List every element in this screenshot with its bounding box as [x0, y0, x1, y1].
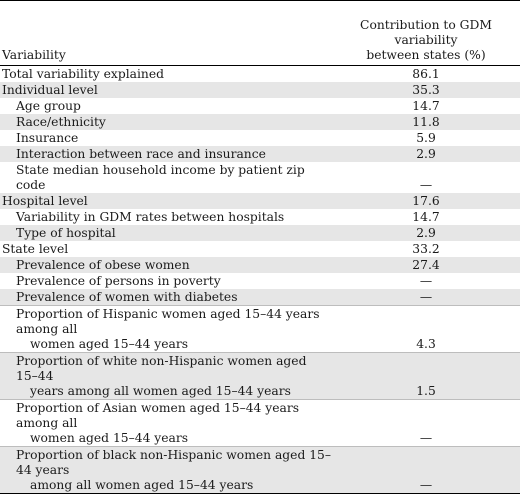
header-contribution: Contribution to GDM variability between … — [332, 1, 520, 66]
row-label-line2: years among all women aged 15–44 years — [30, 384, 291, 398]
table-row: State median household income by patient… — [0, 162, 520, 193]
row-value: 33.2 — [412, 242, 440, 256]
row-value: 2.9 — [332, 225, 520, 241]
row-label: Prevalence of women with diabetes — [0, 289, 332, 306]
table-row: Interaction between race and insurance 2.… — [0, 146, 520, 162]
table-row: Type of hospital 2.9 — [0, 225, 520, 241]
row-label: Prevalence of persons in poverty — [16, 274, 221, 288]
row-value: 27.4 — [332, 257, 520, 273]
row-label: Age group — [16, 99, 81, 113]
table-row: Variability in GDM rates between hospita… — [0, 209, 520, 225]
row-label: Type of hospital — [0, 225, 332, 241]
header-row: Variability Contribution to GDM variabil… — [0, 0, 520, 66]
table-row: Insurance 5.9 — [0, 130, 520, 146]
table-row: Prevalence of women with diabetes — — [0, 289, 520, 306]
table-row: Age group 14.7 — [0, 98, 520, 114]
row-label: Proportion of Hispanic women aged 15–44 … — [0, 305, 332, 353]
row-label: Prevalence of obese women — [0, 257, 332, 273]
table-header: Variability Contribution to GDM variabil… — [0, 0, 520, 66]
row-value: 1.5 — [332, 352, 520, 400]
row-label: Proportion of black non-Hispanic women a… — [0, 446, 332, 494]
header-contribution-line2: between states (%) — [366, 48, 486, 62]
row-value: 14.7 — [412, 210, 440, 224]
table-row: Total variability explained 86.1 — [0, 66, 520, 83]
table-row: State level 33.2 — [0, 241, 520, 257]
table-row: Proportion of white non-Hispanic women a… — [0, 352, 520, 400]
row-label: Individual level — [0, 82, 332, 98]
table-row: Individual level 35.3 — [0, 82, 520, 98]
row-value: 14.7 — [412, 99, 440, 113]
row-label-line1: Proportion of white non-Hispanic women a… — [16, 354, 307, 383]
table-row: Hospital level 17.6 — [0, 193, 520, 209]
row-value: 5.9 — [416, 131, 436, 145]
row-label: State median household income by patient… — [16, 163, 305, 192]
table-row: Proportion of Asian women aged 15–44 yea… — [0, 399, 520, 447]
header-contribution-line1: Contribution to GDM variability — [360, 18, 492, 47]
row-value: 86.1 — [412, 67, 440, 81]
row-value: 4.3 — [332, 305, 520, 353]
row-label-line1: Proportion of Hispanic women aged 15–44 … — [16, 307, 320, 336]
row-label: Proportion of white non-Hispanic women a… — [0, 352, 332, 400]
row-value: 17.6 — [332, 193, 520, 209]
row-label-line1: Proportion of black non-Hispanic women a… — [16, 448, 332, 477]
table-row: Race/ethnicity 11.8 — [0, 114, 520, 130]
row-label: Race/ethnicity — [0, 114, 332, 130]
row-label: Hospital level — [0, 193, 332, 209]
row-label: State level — [2, 242, 69, 256]
row-label: Variability in GDM rates between hospita… — [16, 210, 285, 224]
row-label-line2: among all women aged 15–44 years — [30, 478, 254, 492]
row-value: — — [332, 446, 520, 494]
table-row: Prevalence of obese women 27.4 — [0, 257, 520, 273]
row-label: Insurance — [16, 131, 79, 145]
row-label: Proportion of Asian women aged 15–44 yea… — [0, 399, 332, 447]
row-value: — — [332, 399, 520, 447]
row-label-line2: women aged 15–44 years — [30, 431, 189, 445]
row-value: — — [419, 178, 433, 192]
row-label-line1: Proportion of Asian women aged 15–44 yea… — [16, 401, 300, 430]
row-value: 2.9 — [332, 146, 520, 162]
row-label: Interaction between race and insurance — [0, 146, 332, 162]
table-row: Proportion of black non-Hispanic women a… — [0, 446, 520, 494]
row-value: — — [332, 289, 520, 306]
row-label-line2: women aged 15–44 years — [30, 337, 189, 351]
table-body: Total variability explained 86.1 Individu… — [0, 66, 520, 494]
row-value: 11.8 — [332, 114, 520, 130]
table-row: Prevalence of persons in poverty — — [0, 273, 520, 289]
row-value: — — [419, 274, 433, 288]
header-variability: Variability — [2, 48, 66, 62]
row-value: 35.3 — [332, 82, 520, 98]
row-label: Total variability explained — [2, 67, 165, 81]
table-row: Proportion of Hispanic women aged 15–44 … — [0, 305, 520, 353]
